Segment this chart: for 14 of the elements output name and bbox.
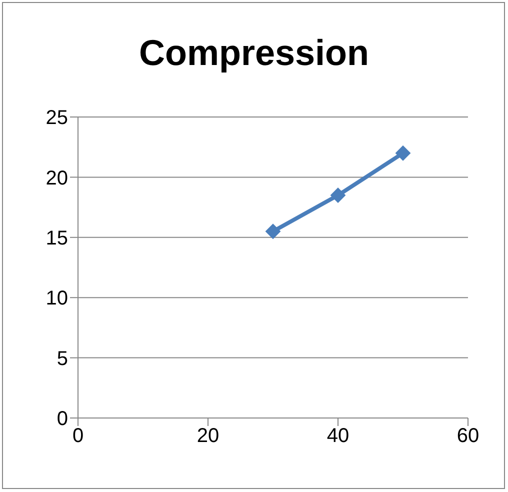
x-tick-label: 20 <box>196 425 220 448</box>
point <box>396 146 410 161</box>
y-tick-label: 15 <box>46 228 68 250</box>
x-tick-label: 60 <box>456 425 480 448</box>
y-tick-label: 0 <box>56 408 68 430</box>
y-tick-label: 25 <box>46 107 68 130</box>
y-tick-label: 10 <box>46 288 68 310</box>
y-tick-label: 20 <box>46 167 68 190</box>
y-tick-label: 5 <box>56 348 68 370</box>
x-tick-label: 40 <box>326 425 350 448</box>
x-tick-label: 0 <box>72 425 84 448</box>
point <box>330 188 346 203</box>
point <box>266 224 280 239</box>
chart-title: Compression <box>138 32 370 74</box>
